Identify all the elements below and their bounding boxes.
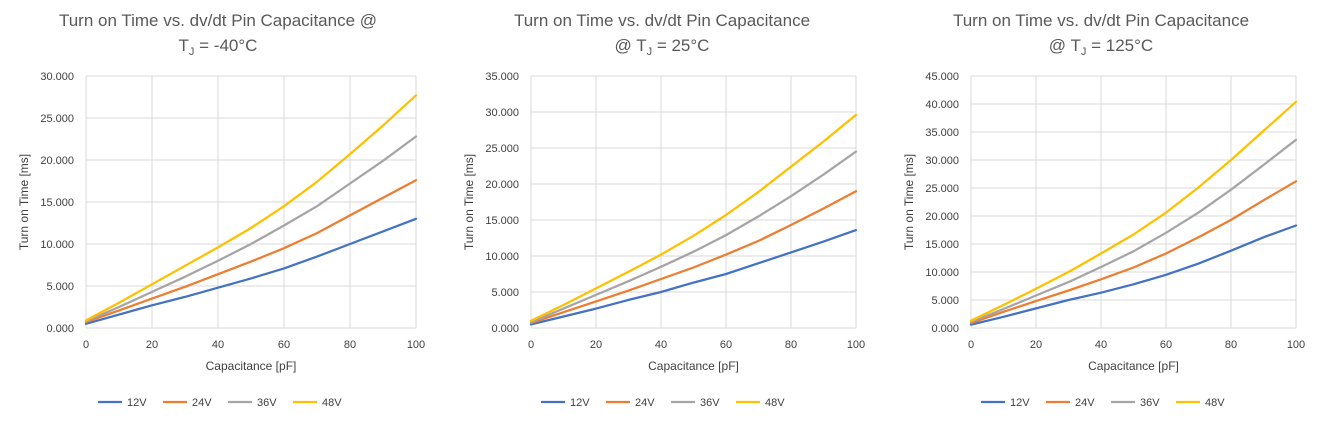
x-tick-label: 0 — [528, 339, 534, 351]
series-line-24v — [529, 190, 858, 325]
chart-title-line2: @ TJ = 25°C — [615, 36, 710, 58]
series-line-36v — [969, 138, 1298, 323]
y-tick-label: 10.000 — [485, 251, 519, 263]
legend-label-12v: 12V — [570, 397, 590, 409]
y-tick-label: 30.000 — [925, 155, 959, 167]
series-line-12v — [529, 228, 858, 326]
chart-title-line1: Turn on Time vs. dv/dt Pin Capacitance @ — [59, 11, 377, 30]
y-tick-label: 10.000 — [925, 267, 959, 279]
y-axis-label: Turn on Time [ms] — [462, 154, 476, 250]
chart-title-line1: Turn on Time vs. dv/dt Pin Capacitance — [514, 11, 810, 30]
y-tick-label: 25.000 — [40, 113, 74, 125]
y-tick-label: 5.000 — [931, 295, 959, 307]
y-tick-label: 20.000 — [40, 155, 74, 167]
legend-label-48v: 48V — [322, 397, 342, 409]
x-axis-label: Capacitance [pF] — [648, 359, 739, 373]
series-line-48v — [529, 113, 858, 322]
legend-label-12v: 12V — [1010, 397, 1030, 409]
chart-title-subscript: J — [1081, 46, 1087, 58]
chart-1: Turn on Time vs. dv/dt Pin Capacitance @… — [17, 11, 425, 409]
x-tick-label: 100 — [1287, 339, 1305, 351]
x-tick-label: 0 — [83, 339, 89, 351]
chart-title-line2: TJ = -40°C — [179, 36, 258, 58]
y-tick-label: 25.000 — [925, 183, 959, 195]
y-tick-label: 35.000 — [485, 71, 519, 83]
legend-label-48v: 48V — [1205, 397, 1225, 409]
y-tick-label: 0.000 — [491, 323, 519, 335]
chart-title-prefix: @ T — [1049, 36, 1081, 55]
legend-label-24v: 24V — [1075, 397, 1095, 409]
legend-label-24v: 24V — [635, 397, 655, 409]
legend-label-36v: 36V — [700, 397, 720, 409]
y-tick-label: 5.000 — [491, 287, 519, 299]
x-tick-label: 100 — [407, 339, 425, 351]
chart-title-prefix: @ T — [615, 36, 647, 55]
y-tick-label: 40.000 — [925, 99, 959, 111]
chart-title-subscript: J — [647, 46, 653, 58]
y-tick-label: 15.000 — [40, 197, 74, 209]
chart-title-line1: Turn on Time vs. dv/dt Pin Capacitance — [953, 11, 1249, 30]
series-line-24v — [84, 179, 418, 324]
series-line-36v — [529, 150, 858, 324]
x-tick-label: 0 — [968, 339, 974, 351]
x-tick-label: 80 — [785, 339, 797, 351]
legend-label-24v: 24V — [192, 397, 212, 409]
y-tick-label: 35.000 — [925, 127, 959, 139]
chart-title-suffix: = 25°C — [652, 36, 709, 55]
y-tick-label: 20.000 — [925, 211, 959, 223]
x-tick-label: 40 — [655, 339, 667, 351]
x-tick-label: 80 — [1225, 339, 1237, 351]
y-tick-label: 5.000 — [46, 281, 74, 293]
y-tick-label: 0.000 — [46, 323, 74, 335]
y-axis-label: Turn on Time [ms] — [17, 154, 31, 250]
y-axis-label: Turn on Time [ms] — [902, 154, 916, 250]
chart-title-subscript: J — [189, 46, 195, 58]
series-line-12v — [84, 217, 418, 325]
series-line-12v — [969, 224, 1298, 326]
chart-2: Turn on Time vs. dv/dt Pin Capacitance @ … — [462, 11, 865, 409]
y-tick-label: 20.000 — [485, 179, 519, 191]
x-tick-label: 20 — [1030, 339, 1042, 351]
series-line-24v — [969, 180, 1298, 325]
legend-label-36v: 36V — [1140, 397, 1160, 409]
chart-title-suffix: = -40°C — [194, 36, 257, 55]
series-line-36v — [84, 135, 418, 323]
x-tick-label: 60 — [1160, 339, 1172, 351]
x-tick-label: 60 — [720, 339, 732, 351]
y-tick-label: 45.000 — [925, 71, 959, 83]
y-tick-label: 15.000 — [485, 215, 519, 227]
series-line-48v — [84, 94, 418, 322]
y-tick-label: 25.000 — [485, 143, 519, 155]
y-tick-label: 10.000 — [40, 239, 74, 251]
chart-title-suffix: = 125°C — [1086, 36, 1153, 55]
legend-label-48v: 48V — [765, 397, 785, 409]
x-tick-label: 20 — [146, 339, 158, 351]
x-tick-label: 60 — [278, 339, 290, 351]
x-tick-label: 100 — [847, 339, 865, 351]
x-axis-label: Capacitance [pF] — [1088, 359, 1179, 373]
series-line-48v — [969, 100, 1298, 322]
y-tick-label: 15.000 — [925, 239, 959, 251]
y-tick-label: 0.000 — [931, 323, 959, 335]
x-tick-label: 20 — [590, 339, 602, 351]
chart-3: Turn on Time vs. dv/dt Pin Capacitance @ … — [902, 11, 1305, 409]
x-axis-label: Capacitance [pF] — [206, 359, 297, 373]
x-tick-label: 40 — [1095, 339, 1107, 351]
chart-title-line2: @ TJ = 125°C — [1049, 36, 1153, 58]
y-tick-label: 30.000 — [485, 107, 519, 119]
legend-label-12v: 12V — [127, 397, 147, 409]
legend-label-36v: 36V — [257, 397, 277, 409]
y-tick-label: 30.000 — [40, 71, 74, 83]
x-tick-label: 80 — [344, 339, 356, 351]
chart-title-prefix: T — [179, 36, 189, 55]
x-tick-label: 40 — [212, 339, 224, 351]
